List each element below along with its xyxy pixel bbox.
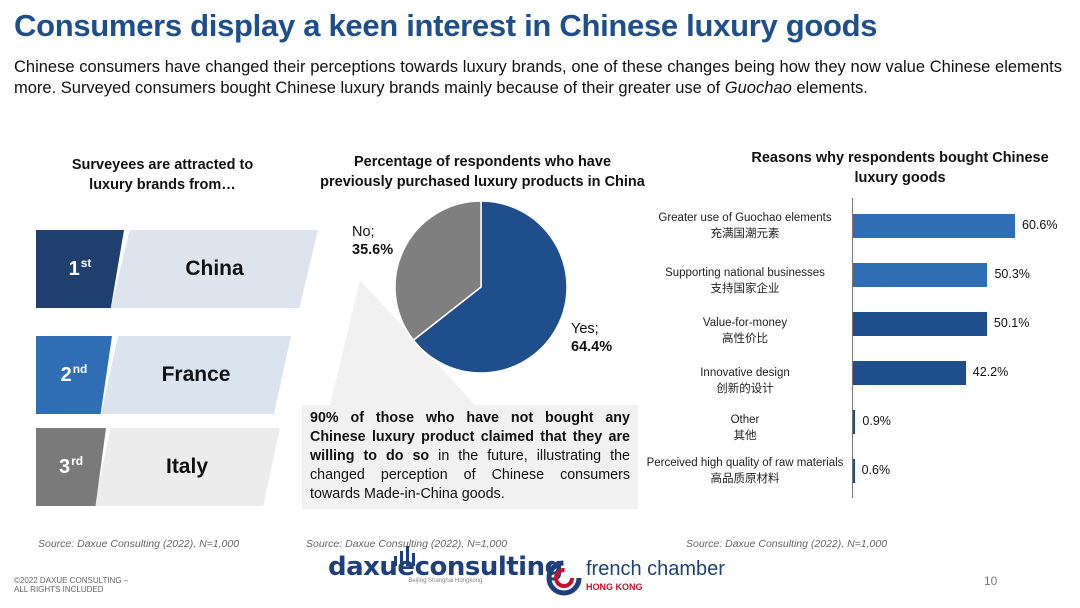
bar-title-line1: Reasons why respondents bought Chinese xyxy=(751,150,1049,166)
page-number: 10 xyxy=(984,574,998,588)
bar-value-label: 0.9% xyxy=(862,414,891,428)
intro-text: Chinese consumers have changed their per… xyxy=(14,58,1062,97)
bar-value-label: 0.6% xyxy=(861,463,891,477)
bar-value-label: 60.6% xyxy=(1022,218,1058,232)
rank-number-digit: 2 xyxy=(60,363,72,386)
bar xyxy=(853,263,988,287)
rank-background xyxy=(101,336,291,414)
rank-country: France xyxy=(161,363,231,386)
daxue-logo: daxueconsulting Beijing Shanghai Hongkon… xyxy=(328,546,563,584)
bar-category-cn: 充满国潮元素 xyxy=(710,226,780,240)
bar-category-en: Value-for-money xyxy=(702,317,788,329)
french-chamber-hk: HONG KONG xyxy=(586,582,643,592)
pie-title-line1: Percentage of respondents who have xyxy=(353,154,612,170)
bar-category-label: Supporting national businesses 支持国家企业 xyxy=(645,266,845,296)
bar-title-line2: luxury goods xyxy=(854,170,946,186)
callout-box: 90% of those who have not bought any Chi… xyxy=(302,405,638,509)
pie-label-yes-value: 64.4% xyxy=(571,339,613,355)
callout-pointer xyxy=(330,280,475,405)
ranking-source: Source: Daxue Consulting (2022), N=1,000 xyxy=(38,538,240,550)
copyright: ©2022 DAXUE CONSULTING – ALL RIGHTS INCL… xyxy=(14,576,128,594)
intro-paragraph: Chinese consumers have changed their per… xyxy=(14,57,1062,99)
bar-category-en: Other xyxy=(730,414,760,426)
copyright-line2: ALL RIGHTS INCLUDED xyxy=(14,585,104,594)
bar-value-label: 42.2% xyxy=(972,365,1009,379)
pie-chart xyxy=(330,200,568,405)
intro-italic: Guochao xyxy=(724,79,792,97)
rank-number-suffix: rd xyxy=(71,454,84,468)
ranking-title: Surveyees are attracted to luxury brands… xyxy=(40,155,285,195)
daxue-logo-text: daxueconsulting xyxy=(328,552,563,582)
bar-category-cn: 高性价比 xyxy=(722,331,768,345)
pie-label-no-value: 35.6% xyxy=(352,242,394,258)
bar-value-label: 50.1% xyxy=(993,316,1030,330)
bar-axis xyxy=(852,198,853,498)
bar-category-cn: 其他 xyxy=(733,428,757,442)
ranking-title-line1: Surveyees are attracted to xyxy=(71,157,254,173)
pie-slice-no xyxy=(394,200,482,342)
bar xyxy=(853,312,987,336)
bar-category-cn: 高品质原材料 xyxy=(710,471,780,485)
bar-title: Reasons why respondents bought Chinese l… xyxy=(742,148,1058,188)
rank-number-suffix: nd xyxy=(72,362,88,376)
bar-category-en: Perceived high quality of raw materials xyxy=(646,457,844,469)
rank-background xyxy=(94,428,280,506)
bar-category-en: Supporting national businesses xyxy=(665,267,825,279)
pie-title: Percentage of respondents who have previ… xyxy=(300,152,665,192)
bar-value-label: 50.3% xyxy=(994,267,1030,281)
pie-label-yes-name: Yes xyxy=(571,321,595,337)
daxue-bars-icon xyxy=(394,546,415,566)
rank-number-digit: 1 xyxy=(68,257,80,280)
pie-slice-yes xyxy=(412,200,568,374)
pie-label-yes: Yes; 64.4% xyxy=(571,321,613,355)
bar xyxy=(853,361,966,385)
bar-category-label: Other 其他 xyxy=(645,413,845,443)
french-chamber-text: french chamber xyxy=(586,558,725,580)
pie-title-line2: previously purchased luxury products in … xyxy=(320,174,645,190)
bar-category-cn: 支持国家企业 xyxy=(710,281,780,295)
rank-number-digit: 3 xyxy=(58,455,71,478)
bar xyxy=(853,214,1015,238)
intro-text-end: elements. xyxy=(791,79,868,97)
french-chamber-icon xyxy=(546,560,582,596)
rank-country: Italy xyxy=(165,455,209,478)
bar xyxy=(853,459,855,483)
bar-category-label: Innovative design 创新的设计 xyxy=(645,366,845,396)
bar-category-en: Innovative design xyxy=(700,367,790,379)
bar-source: Source: Daxue Consulting (2022), N=1,000 xyxy=(686,538,888,550)
bar-category-label: Value-for-money 高性价比 xyxy=(645,316,845,346)
bar-category-cn: 创新的设计 xyxy=(716,381,774,395)
callout-bold: 90% of those who have not bought any Chi… xyxy=(310,410,630,464)
bar xyxy=(853,410,856,434)
pie-label-no-name: No xyxy=(352,224,371,240)
rank-number-suffix: st xyxy=(80,256,92,270)
bar-category-label: Perceived high quality of raw materials 高… xyxy=(645,456,845,486)
ranking-title-line2: luxury brands from… xyxy=(89,177,236,193)
pie-source: Source: Daxue Consulting (2022), N=1,000 xyxy=(306,538,508,550)
rank-background xyxy=(111,230,318,308)
pie-label-no: No; 35.6% xyxy=(352,224,394,258)
callout-rest: in the future, illustrating the changed … xyxy=(310,448,630,502)
copyright-line1: ©2022 DAXUE CONSULTING – xyxy=(14,576,129,585)
page-title: Consumers display a keen interest in Chi… xyxy=(14,8,878,43)
bar-category-en: Greater use of Guochao elements xyxy=(658,212,832,224)
daxue-logo-tag: Beijing Shanghai Hongkong xyxy=(408,578,483,584)
rank-country: China xyxy=(185,257,244,280)
bar-category-label: Greater use of Guochao elements 充满国潮元素 xyxy=(645,211,845,241)
